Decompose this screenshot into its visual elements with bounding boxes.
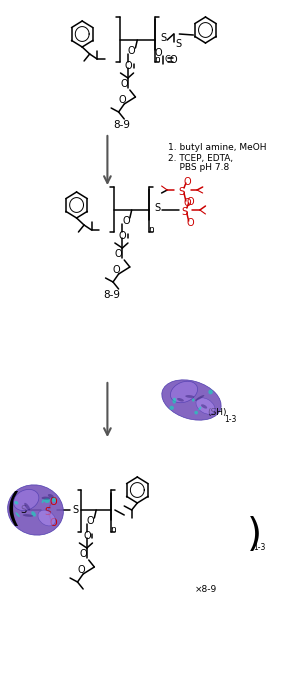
Text: S: S (179, 187, 185, 197)
Text: C: C (164, 56, 170, 64)
Text: O: O (50, 497, 57, 507)
Text: 8-9: 8-9 (113, 120, 130, 130)
Text: O: O (115, 249, 123, 259)
Ellipse shape (196, 398, 215, 414)
Text: O: O (83, 531, 91, 541)
Text: O: O (79, 549, 87, 559)
Text: 8-9: 8-9 (104, 290, 121, 300)
Text: 1-3: 1-3 (224, 414, 237, 423)
Text: O: O (187, 218, 194, 228)
Ellipse shape (24, 503, 30, 510)
Text: S: S (182, 207, 188, 217)
Text: O: O (119, 231, 126, 241)
Text: O: O (187, 197, 194, 207)
Ellipse shape (177, 398, 184, 401)
Text: (: ( (5, 491, 21, 529)
Ellipse shape (23, 514, 33, 517)
Text: S: S (175, 39, 181, 49)
Text: n: n (110, 525, 116, 534)
Text: O: O (184, 177, 192, 187)
Text: PBS pH 7.8: PBS pH 7.8 (168, 163, 230, 172)
Text: ): ) (246, 516, 261, 554)
Text: n: n (149, 224, 154, 233)
Ellipse shape (42, 499, 44, 504)
Ellipse shape (194, 411, 198, 414)
Ellipse shape (8, 485, 63, 535)
Text: O: O (120, 79, 128, 89)
Text: S: S (160, 33, 166, 43)
Ellipse shape (52, 497, 56, 502)
Text: O: O (122, 216, 130, 226)
Ellipse shape (170, 381, 198, 403)
Ellipse shape (38, 510, 55, 526)
Ellipse shape (14, 501, 18, 504)
Ellipse shape (14, 489, 39, 510)
Ellipse shape (15, 512, 20, 517)
Text: O: O (113, 265, 121, 275)
Text: S: S (155, 203, 161, 213)
Ellipse shape (172, 398, 176, 403)
Ellipse shape (48, 494, 54, 498)
Ellipse shape (201, 404, 207, 409)
Text: S: S (20, 505, 26, 515)
Ellipse shape (31, 511, 36, 517)
Ellipse shape (170, 405, 174, 410)
Text: (SH): (SH) (207, 408, 226, 418)
Text: n: n (154, 54, 160, 64)
Text: O: O (184, 198, 192, 208)
Text: O: O (155, 48, 163, 58)
Ellipse shape (192, 399, 195, 402)
Text: O: O (78, 565, 85, 575)
Text: ×8-9: ×8-9 (194, 585, 216, 595)
Ellipse shape (42, 497, 50, 499)
Ellipse shape (185, 395, 194, 398)
Ellipse shape (162, 380, 221, 421)
Ellipse shape (195, 395, 204, 401)
Text: 2. TCEP, EDTA,: 2. TCEP, EDTA, (168, 154, 233, 163)
Text: O: O (170, 55, 177, 65)
Text: O: O (124, 61, 132, 71)
Ellipse shape (44, 498, 50, 503)
Text: S: S (44, 507, 51, 517)
Text: O: O (87, 516, 95, 526)
Ellipse shape (208, 390, 213, 394)
Text: S: S (73, 505, 79, 515)
Text: 1. butyl amine, MeOH: 1. butyl amine, MeOH (168, 143, 267, 152)
Text: O: O (128, 46, 136, 56)
Text: O: O (50, 518, 57, 528)
Text: O: O (119, 95, 126, 105)
Text: 1-3: 1-3 (254, 543, 266, 552)
Ellipse shape (198, 407, 201, 410)
